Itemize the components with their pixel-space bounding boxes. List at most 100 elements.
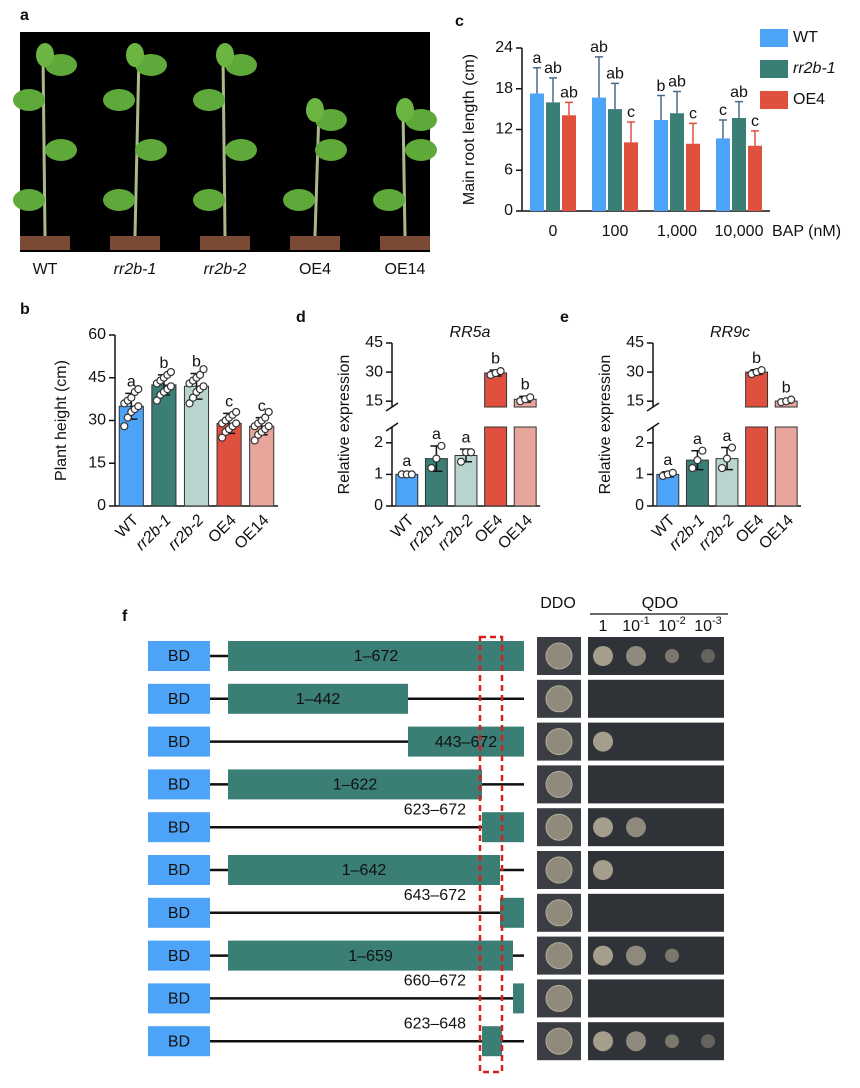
qdo-spot — [701, 649, 715, 663]
qdo-spot — [593, 817, 613, 838]
data-point — [232, 419, 241, 428]
bar — [624, 142, 638, 211]
stem — [401, 109, 407, 237]
data-point — [264, 407, 273, 417]
bd-label: BD — [168, 777, 190, 794]
dilution-base: 10 — [694, 618, 712, 635]
dilution-label: 10-1 — [622, 615, 650, 635]
significance-letter: a — [693, 431, 702, 448]
data-point — [134, 402, 143, 411]
error-bar — [751, 130, 759, 146]
bd-box — [148, 726, 210, 757]
data-point — [261, 413, 270, 422]
significance-letter: c — [719, 102, 727, 119]
fragment — [228, 683, 408, 714]
bar — [562, 115, 576, 211]
error-bar — [627, 121, 635, 143]
data-point — [466, 448, 476, 457]
y-axis-label: Relative expression — [597, 355, 614, 495]
fragment — [228, 641, 524, 671]
error-bar — [565, 101, 573, 116]
leaf — [216, 43, 234, 67]
bar — [484, 372, 508, 507]
bd-box — [148, 897, 210, 928]
panel-label: c — [455, 13, 464, 30]
y-tick-label: 6 — [504, 161, 513, 178]
fragment — [228, 940, 513, 971]
ddo-spot — [545, 642, 573, 670]
error-bar — [657, 94, 665, 120]
data-point — [152, 396, 161, 405]
qdo-spot — [593, 646, 613, 666]
error-bar — [689, 122, 697, 144]
data-point — [199, 365, 208, 374]
significance-letter: b — [657, 78, 666, 95]
fragment — [228, 855, 500, 885]
leaf — [103, 89, 135, 111]
y-axis-label: Plant height (cm) — [53, 360, 70, 481]
error-bar — [611, 82, 619, 110]
bd-label: BD — [168, 905, 190, 922]
ddo-spot — [545, 728, 573, 756]
bar — [748, 145, 762, 211]
plate-header: QDO — [642, 595, 678, 612]
panel-label: f — [122, 608, 128, 625]
data-point — [717, 463, 727, 473]
y-tick-label: 45 — [626, 334, 644, 351]
y-axis-label: Relative expression — [336, 355, 353, 495]
significance-letter: a — [462, 429, 471, 446]
y-tick-label: 1 — [374, 466, 383, 483]
ddo-spot — [545, 813, 573, 841]
bar — [608, 109, 622, 211]
bd-label: BD — [168, 734, 190, 751]
error-bar — [549, 77, 557, 103]
bar — [654, 119, 668, 211]
qdo-spot — [593, 731, 613, 752]
y-tick-label: 30 — [88, 412, 106, 429]
bar — [745, 371, 769, 507]
dilution-label: 10-3 — [694, 615, 722, 635]
leaf — [405, 139, 437, 161]
leaf — [193, 189, 225, 211]
data-point — [188, 393, 198, 402]
y-tick-label: 18 — [495, 80, 513, 97]
fragment — [228, 769, 482, 800]
bar — [118, 405, 144, 507]
qdo-spot — [593, 1031, 613, 1052]
significance-letter: c — [225, 394, 233, 411]
y-tick-label: 0 — [374, 497, 383, 514]
data-point — [668, 468, 677, 477]
data-point — [496, 367, 505, 376]
pot — [200, 236, 250, 250]
bar — [670, 113, 684, 211]
bar — [216, 422, 242, 507]
y-tick-label: 24 — [495, 39, 513, 56]
qdo-spot — [593, 945, 613, 966]
leaf — [13, 89, 45, 111]
x-tick-label: 0 — [549, 223, 558, 240]
data-point — [432, 454, 441, 463]
fragment — [482, 1026, 502, 1057]
y-tick-label: 0 — [504, 202, 513, 219]
x-tick-label: 10,000 — [715, 223, 764, 240]
bar — [183, 385, 210, 507]
significance-letter: ab — [730, 84, 748, 101]
significance-letter: b — [752, 350, 761, 367]
dilution-exponent: -2 — [676, 615, 686, 627]
pot — [380, 236, 430, 250]
bd-box — [148, 1026, 210, 1057]
bd-label: BD — [168, 648, 190, 665]
leaf — [36, 43, 54, 67]
qdo-spot — [593, 860, 613, 880]
bd-label: BD — [168, 862, 190, 879]
stem — [221, 54, 227, 237]
significance-letter: a — [432, 426, 441, 443]
data-point — [688, 463, 697, 473]
y-tick-label: 1 — [635, 466, 644, 483]
bar — [395, 473, 419, 507]
x-tick-label: OE14 — [232, 512, 273, 553]
dilution-label: 1 — [599, 618, 608, 635]
dilution-exponent: -3 — [712, 615, 722, 627]
stem — [313, 109, 321, 237]
